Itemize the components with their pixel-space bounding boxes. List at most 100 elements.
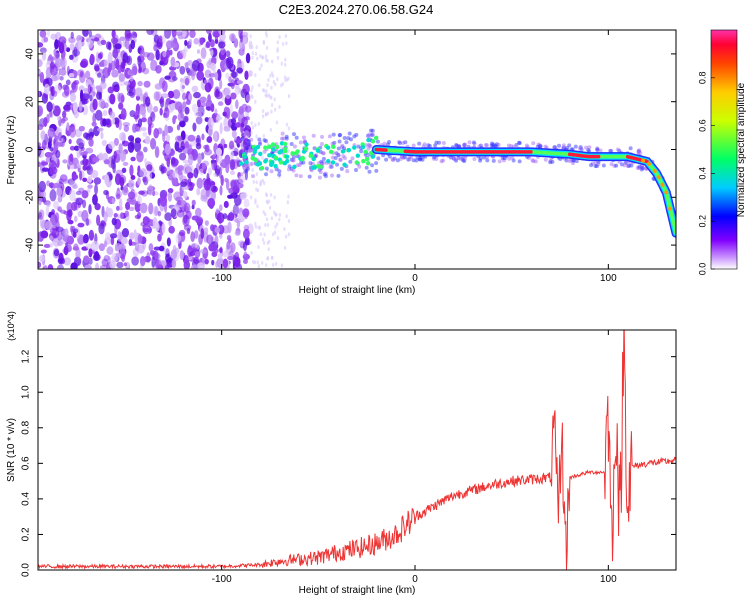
heatmap-halo-blob	[347, 131, 352, 136]
heatmap-noise-blob	[228, 250, 234, 261]
heatmap-noise-blob	[83, 132, 89, 139]
heatmap-noise-blob	[78, 85, 85, 92]
heatmap-halo-blob	[392, 156, 397, 161]
heatmap-noise-blob	[242, 162, 249, 171]
heatmap-noise-blob	[70, 225, 74, 233]
heatmap-noise-blob	[47, 127, 55, 139]
heatmap-noise-blob	[121, 237, 128, 245]
heatmap-halo-blob	[400, 155, 405, 160]
snr-y-tick-label: 0.8	[21, 420, 32, 434]
heatmap-halo-blob	[439, 159, 444, 164]
heatmap-noise-blob	[200, 228, 205, 240]
heatmap-halo-blob	[637, 164, 642, 169]
heatmap-noise-blob	[178, 229, 186, 237]
heatmap-noise-blob	[75, 248, 81, 260]
heatmap-noise-blob	[261, 114, 265, 119]
heatmap-noise-blob	[230, 180, 238, 191]
heatmap-signal-blob	[364, 156, 370, 162]
heatmap-noise-blob	[183, 224, 192, 231]
heatmap-noise-blob	[149, 250, 156, 256]
heatmap-halo-blob	[384, 157, 389, 162]
heatmap-noise-blob	[82, 104, 89, 116]
heatmap-noise-blob	[86, 166, 91, 171]
heatmap-noise-blob	[276, 236, 280, 241]
heatmap-halo-blob	[451, 156, 456, 161]
heatmap-noise-blob	[117, 214, 121, 219]
heatmap-signal-blob	[330, 160, 336, 165]
heatmap-noise-blob	[41, 167, 50, 172]
heatmap-halo-blob	[240, 136, 245, 141]
heatmap-halo-blob	[321, 151, 326, 156]
heatmap-halo-blob	[340, 144, 345, 149]
heatmap-halo-blob	[491, 158, 496, 163]
heatmap-halo-blob	[316, 161, 321, 166]
heatmap-halo-blob	[366, 142, 371, 147]
heatmap-noise-blob	[127, 78, 136, 90]
heatmap-noise-blob	[231, 111, 239, 120]
heatmap-noise-blob	[122, 52, 129, 63]
heatmap-noise-blob	[234, 230, 241, 236]
heatmap-halo-blob	[564, 158, 569, 163]
heatmap-noise-blob	[68, 72, 75, 78]
heatmap-halo-blob	[494, 142, 499, 147]
heatmap-noise-blob	[140, 126, 147, 132]
heatmap-noise-blob	[38, 161, 41, 168]
heatmap-halo-blob	[454, 142, 459, 147]
heatmap-noise-blob	[133, 140, 142, 153]
heatmap-noise-blob	[86, 188, 91, 193]
heatmap-noise-blob	[223, 117, 228, 129]
heatmap-noise-blob	[273, 107, 277, 112]
heatmap-noise-blob	[38, 180, 46, 193]
heatmap-noise-blob	[265, 217, 269, 222]
heatmap-noise-blob	[120, 108, 127, 120]
heatmap-noise-blob	[91, 240, 100, 252]
heatmap-noise-blob	[137, 195, 142, 205]
heatmap-noise-blob	[209, 39, 215, 48]
heatmap-noise-blob	[184, 77, 190, 86]
heatmap-noise-blob	[129, 241, 137, 246]
snr-x-ticks: -100 0 100	[212, 330, 617, 585]
heatmap-noise-blob	[109, 260, 116, 269]
heatmap-noise-blob	[207, 126, 213, 137]
snr-multiplier: (x10^4)	[6, 311, 16, 341]
heatmap-halo-blob	[411, 143, 416, 148]
heatmap-noise-blob	[67, 219, 74, 225]
heatmap-noise-blob	[107, 86, 114, 94]
heatmap-halo-blob	[294, 173, 299, 178]
heatmap-halo-blob	[338, 157, 343, 162]
heatmap-noise-blob	[278, 217, 281, 222]
heatmap-halo-blob	[330, 173, 335, 178]
heatmap-halo-blob	[403, 155, 408, 160]
heatmap-noise-blob	[63, 84, 70, 97]
heatmap-halo-blob	[421, 144, 426, 149]
heatmap-noise-blob	[230, 151, 235, 160]
heatmap-signal-blob	[346, 147, 352, 153]
heatmap-halo-blob	[589, 163, 594, 168]
heatmap-noise-blob	[193, 91, 201, 99]
heatmap-noise-blob	[176, 124, 181, 131]
heatmap-noise-blob	[257, 225, 261, 230]
heatmap-noise-blob	[89, 53, 95, 65]
heatmap-noise-blob	[230, 79, 235, 90]
heatmap-tail-dot	[664, 190, 669, 195]
heatmap-noise-blob	[112, 86, 120, 92]
heatmap-halo-blob	[364, 165, 369, 170]
heatmap-noise-blob	[119, 36, 126, 41]
heatmap-halo-blob	[262, 149, 267, 154]
heatmap-signal-blob	[290, 151, 295, 156]
heatmap-noise-blob	[192, 122, 197, 132]
heatmap-noise-blob	[124, 210, 130, 217]
heatmap-noise-blob	[216, 153, 223, 165]
heatmap-noise-blob	[243, 130, 250, 139]
heatmap-noise-blob	[107, 141, 116, 150]
heatmap-halo-blob	[348, 159, 353, 164]
heatmap-noise-blob	[78, 142, 84, 150]
heatmap-halo-blob	[342, 156, 347, 161]
heatmap-noise-blob	[54, 57, 63, 68]
heatmap-noise-blob	[124, 38, 130, 50]
heatmap-noise-blob	[115, 205, 120, 211]
heatmap-noise-blob	[278, 35, 281, 40]
heatmap-noise-blob	[195, 137, 200, 143]
heatmap-noise-blob	[131, 256, 139, 266]
heatmap-noise-blob	[219, 247, 223, 254]
